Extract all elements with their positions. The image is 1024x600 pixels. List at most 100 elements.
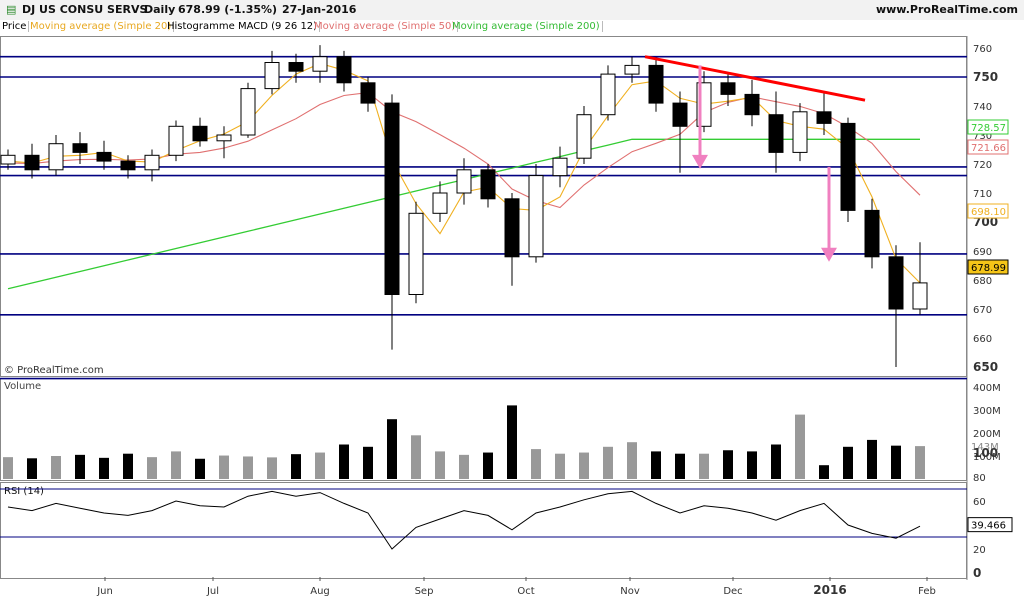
candle[interactable] <box>504 193 520 286</box>
volume-bar[interactable] <box>891 445 901 479</box>
volume-bar[interactable] <box>699 453 709 479</box>
volume-bar[interactable] <box>771 444 781 480</box>
candle[interactable] <box>192 117 208 147</box>
volume-tick-label: 200M <box>973 429 1001 440</box>
candle[interactable] <box>432 181 448 222</box>
rsi-line <box>7 490 921 550</box>
candle[interactable] <box>24 143 40 179</box>
candle[interactable] <box>768 91 784 173</box>
volume-bar[interactable] <box>243 456 253 479</box>
candle[interactable] <box>48 135 64 176</box>
candle[interactable] <box>864 198 880 269</box>
candle[interactable] <box>648 59 664 112</box>
volume-bar[interactable] <box>363 446 373 479</box>
candle[interactable] <box>216 126 232 159</box>
value-label: 678.99 <box>967 259 1009 275</box>
volume-bar[interactable] <box>435 451 445 479</box>
down-arrow[interactable] <box>692 65 708 169</box>
candle[interactable] <box>624 56 640 83</box>
volume-bar[interactable] <box>291 454 301 479</box>
resistance-trendline[interactable] <box>644 55 866 102</box>
volume-bar[interactable] <box>267 457 277 479</box>
candle[interactable] <box>720 74 736 106</box>
svg-text:698.10: 698.10 <box>971 207 1006 218</box>
candle[interactable] <box>456 158 472 205</box>
volume-bar[interactable] <box>579 452 589 479</box>
candle[interactable] <box>168 120 184 162</box>
x-tick-label: Jul <box>206 586 219 597</box>
volume-bar[interactable] <box>51 456 61 479</box>
candle[interactable] <box>888 245 904 367</box>
volume-bar[interactable] <box>315 452 325 479</box>
volume-bar[interactable] <box>555 453 565 479</box>
volume-bar[interactable] <box>75 454 85 479</box>
volume-bar[interactable] <box>819 465 829 479</box>
volume-bar[interactable] <box>843 446 853 479</box>
volume-bar[interactable] <box>411 435 421 479</box>
candle[interactable] <box>552 146 568 188</box>
rsi-value-label: 39.466 <box>967 517 1013 533</box>
candle[interactable] <box>600 65 616 121</box>
candle[interactable] <box>120 155 136 179</box>
candle[interactable] <box>288 53 304 83</box>
candle[interactable] <box>360 77 376 112</box>
volume-bar[interactable] <box>531 449 541 479</box>
volume-bar[interactable] <box>459 454 469 479</box>
volume-bar[interactable] <box>195 458 205 479</box>
candle[interactable] <box>840 117 856 222</box>
price-panel-frame <box>0 36 967 377</box>
candle[interactable] <box>144 149 160 182</box>
volume-bar[interactable] <box>603 446 613 479</box>
x-tick-label: Dec <box>723 586 742 597</box>
volume-bar[interactable] <box>219 455 229 479</box>
candle[interactable] <box>816 91 832 136</box>
volume-bar[interactable] <box>723 450 733 479</box>
candle[interactable] <box>336 50 352 92</box>
volume-bar[interactable] <box>123 453 133 479</box>
candle[interactable] <box>408 201 424 304</box>
volume-bar[interactable] <box>651 451 661 479</box>
volume-bar[interactable] <box>627 442 637 479</box>
volume-bar[interactable] <box>867 439 877 479</box>
down-arrow[interactable] <box>821 166 837 262</box>
candle[interactable] <box>912 242 928 315</box>
legend-price[interactable]: Price <box>0 21 30 32</box>
candle[interactable] <box>576 106 592 164</box>
candle[interactable] <box>240 82 256 138</box>
volume-bar[interactable] <box>3 457 13 479</box>
volume-bar[interactable] <box>171 451 181 479</box>
y-tick-label: 680 <box>973 276 992 287</box>
volume-bar[interactable] <box>27 458 37 479</box>
volume-bar[interactable] <box>483 452 493 479</box>
legend-ma50[interactable]: Moving average (Simple 50) <box>312 21 459 32</box>
candle[interactable] <box>480 164 496 208</box>
candle[interactable] <box>312 45 328 83</box>
legend-ma200[interactable]: Moving average (Simple 200) <box>450 21 603 32</box>
volume-bar[interactable] <box>339 444 349 480</box>
volume-bar[interactable] <box>795 414 805 479</box>
volume-bar[interactable] <box>99 457 109 479</box>
volume-bar[interactable] <box>915 446 925 479</box>
candle[interactable] <box>384 94 400 350</box>
y-tick-label: 710 <box>973 189 992 200</box>
candle[interactable] <box>792 103 808 162</box>
volume-bar[interactable] <box>387 419 397 479</box>
candle[interactable] <box>672 91 688 173</box>
candle[interactable] <box>96 140 112 170</box>
period-label: Daily <box>144 3 176 16</box>
legend-ma20[interactable]: Moving average (Simple 20) <box>28 21 175 32</box>
volume-bar[interactable] <box>747 451 757 479</box>
x-tick-label: 2016 <box>813 583 846 597</box>
volume-bar[interactable] <box>147 457 157 479</box>
rsi-tick-label: 20 <box>973 545 986 556</box>
candle[interactable] <box>72 132 88 164</box>
volume-bar[interactable] <box>675 453 685 479</box>
instrument-name: DJ US CONSU SERVS <box>22 3 148 16</box>
volume-bar[interactable] <box>507 405 517 479</box>
candle[interactable] <box>744 79 760 127</box>
legend-macd[interactable]: Histogramme MACD (9 26 12) <box>165 21 321 32</box>
candle[interactable] <box>528 164 544 263</box>
candle[interactable] <box>264 50 280 95</box>
candle[interactable] <box>0 149 16 170</box>
